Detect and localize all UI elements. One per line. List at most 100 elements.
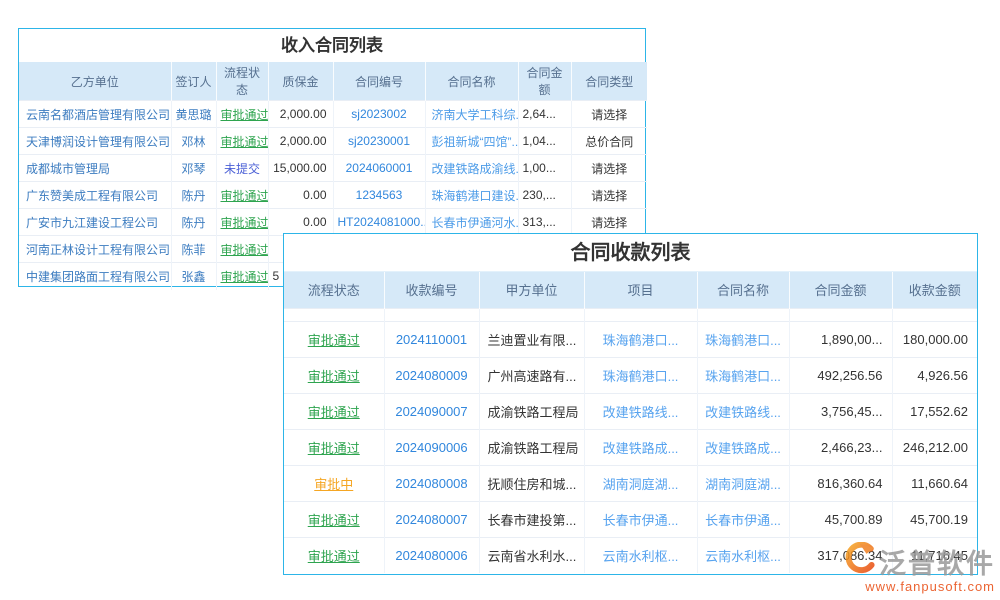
contract-name-link[interactable]: 改建铁路成... [697,428,790,465]
payment-amount: 45,700.19 [892,500,977,537]
project-link[interactable]: 改建铁路线... [584,392,698,429]
payer-name: 成渝铁路工程局 [479,428,585,465]
project-link[interactable]: 湖南洞庭湖... [584,464,698,501]
payment-list-window: 合同收款列表 流程状态 收款编号 甲方单位 项目 合同名称 合同金额 收款金额 [283,233,978,575]
project-link[interactable]: 珠海鹤港口... [584,320,698,357]
contract-type-select[interactable]: 请选择 [571,181,647,209]
col-header-contract: 合同名称 [697,272,790,308]
table-row: 审批通过 2024080007 长春市建投第... 长春市伊通... 长春市伊通… [284,500,977,537]
contract-amount: 2,466,23... [789,428,893,465]
contract-amount: 3,756,45... [789,392,893,429]
payment-code-link[interactable]: 2024080007 [384,500,480,537]
contract-name-link[interactable]: 改建铁路线... [697,392,790,429]
contract-type-select[interactable]: 总价合同 [571,127,647,155]
contract-code-link[interactable]: 1234563 [333,181,426,209]
income-contract-window: 收入合同列表 乙方单位 签订人 流程状态 质保金 合同编号 合同名称 合同金额 … [18,28,647,290]
contract-code-link[interactable]: sj20230001 [333,127,426,155]
col-header-status: 流程状态 [216,62,269,101]
party-link[interactable]: 中建集团路面工程有限公司 [19,262,172,290]
party-link[interactable]: 天津博润设计管理有限公司 [19,127,172,155]
table-row: 广安市九江建设工程公司 陈丹 审批通过 0.00 HT2024081000...… [19,208,647,236]
project-link[interactable]: 长春市伊通... [584,500,698,537]
col-header-type: 合同类型 [571,62,647,101]
contract-amount: 1,890,00... [789,320,893,357]
status-link[interactable]: 审批通过 [216,208,269,236]
contract-type-select[interactable]: 请选择 [571,100,647,128]
project-link[interactable]: 珠海鹤港口... [584,356,698,393]
status-link[interactable]: 审批通过 [216,127,269,155]
status-link[interactable]: 审批通过 [284,500,385,537]
table-row: 云南名都酒店管理有限公司 黄思璐 审批通过 2,000.00 sj2023002… [19,100,647,128]
party-link[interactable]: 广安市九江建设工程公司 [19,208,172,236]
payment-code-link[interactable]: 2024090007 [384,392,480,429]
contract-name-link[interactable]: 云南水利枢... [697,536,790,573]
party-link[interactable]: 云南名都酒店管理有限公司 [19,100,172,128]
payment-code-link[interactable]: 2024080006 [384,536,480,573]
project-link[interactable]: 改建铁路成... [584,428,698,465]
status-link[interactable]: 审批通过 [284,536,385,573]
status-link[interactable]: 审批通过 [216,100,269,128]
status-link[interactable]: 未提交 [216,154,269,182]
project-link[interactable]: 云南水利枢... [584,536,698,573]
payment-code-link[interactable]: 2024080009 [384,356,480,393]
payer-name: 抚顺住房和城... [479,464,585,501]
contract-amount: 313,... [518,208,572,236]
contract-type-select[interactable]: 请选择 [571,154,647,182]
contract-name-link[interactable]: 长春市伊通河水... [425,208,519,236]
contract-type-select[interactable]: 请选择 [571,208,647,236]
status-link[interactable]: 审批通过 [216,262,269,290]
payer-name: 成渝铁路工程局 [479,392,585,429]
status-link[interactable]: 审批通过 [284,356,385,393]
col-header-status: 流程状态 [284,272,385,308]
payer-name: 兰迪置业有限... [479,320,585,357]
table-row: 审批通过 2024090007 成渝铁路工程局 改建铁路线... 改建铁路线..… [284,392,977,429]
contract-code-link[interactable]: sj2023002 [333,100,426,128]
contract-code-link[interactable]: 2024060001 [333,154,426,182]
contract-name-link[interactable]: 彭祖新城“四馆”... [425,127,519,155]
party-link[interactable]: 成都城市管理局 [19,154,172,182]
col-header-name: 合同名称 [425,62,519,101]
col-header-contract-amount: 合同金额 [789,272,893,308]
table-row: 审批通过 2024080006 云南省水利水... 云南水利枢... 云南水利枢… [284,536,977,573]
retention-value: 2,000.00 [268,100,334,128]
table-header-row: 流程状态 收款编号 甲方单位 项目 合同名称 合同金额 收款金额 [284,272,977,308]
payer-name: 长春市建投第... [479,500,585,537]
payment-amount: 246,212.00 [892,428,977,465]
contract-amount: 816,360.64 [789,464,893,501]
contract-name-link[interactable]: 济南大学工科综... [425,100,519,128]
table-row: 审批通过 2024080009 广州高速路有... 珠海鹤港口... 珠海鹤港口… [284,356,977,393]
income-contract-title: 收入合同列表 [281,36,383,55]
status-link[interactable]: 审批通过 [216,181,269,209]
status-link[interactable]: 审批通过 [284,392,385,429]
status-link[interactable]: 审批通过 [284,428,385,465]
status-link[interactable]: 审批中 [284,464,385,501]
status-link[interactable]: 审批通过 [284,320,385,357]
payer-name: 广州高速路有... [479,356,585,393]
contract-code-link[interactable]: HT2024081000... [333,208,426,236]
table-row: 成都城市管理局 邓琴 未提交 15,000.00 2024060001 改建铁路… [19,154,647,182]
contract-amount: 1,04... [518,127,572,155]
retention-value: 0.00 [268,181,334,209]
contract-name-link[interactable]: 湖南洞庭湖... [697,464,790,501]
payer-name: 云南省水利水... [479,536,585,573]
col-header-code: 收款编号 [384,272,480,308]
party-link[interactable]: 广东赞美成工程有限公司 [19,181,172,209]
payment-code-link[interactable]: 2024090006 [384,428,480,465]
contract-name-link[interactable]: 珠海鹤港口... [697,320,790,357]
contract-amount: 2,64... [518,100,572,128]
status-link[interactable]: 审批通过 [216,235,269,263]
contract-name-link[interactable]: 珠海鹤港口... [697,356,790,393]
party-link[interactable]: 河南正林设计工程有限公司 [19,235,172,263]
col-header-payment-amount: 收款金额 [892,272,977,308]
contract-name-link[interactable]: 改建铁路成渝线... [425,154,519,182]
spacer-row [284,307,977,321]
fanpusoft-watermark: 泛普软件 www.fanpusoft.com [841,541,995,594]
payment-code-link[interactable]: 2024110001 [384,320,480,357]
watermark-url-text: www.fanpusoft.com [865,579,995,594]
watermark-brand-text: 泛普软件 [879,549,995,579]
contract-amount: 1,00... [518,154,572,182]
contract-name-link[interactable]: 珠海鹤港口建设... [425,181,519,209]
signer-name: 邓琴 [171,154,217,182]
contract-name-link[interactable]: 长春市伊通... [697,500,790,537]
payment-code-link[interactable]: 2024080008 [384,464,480,501]
